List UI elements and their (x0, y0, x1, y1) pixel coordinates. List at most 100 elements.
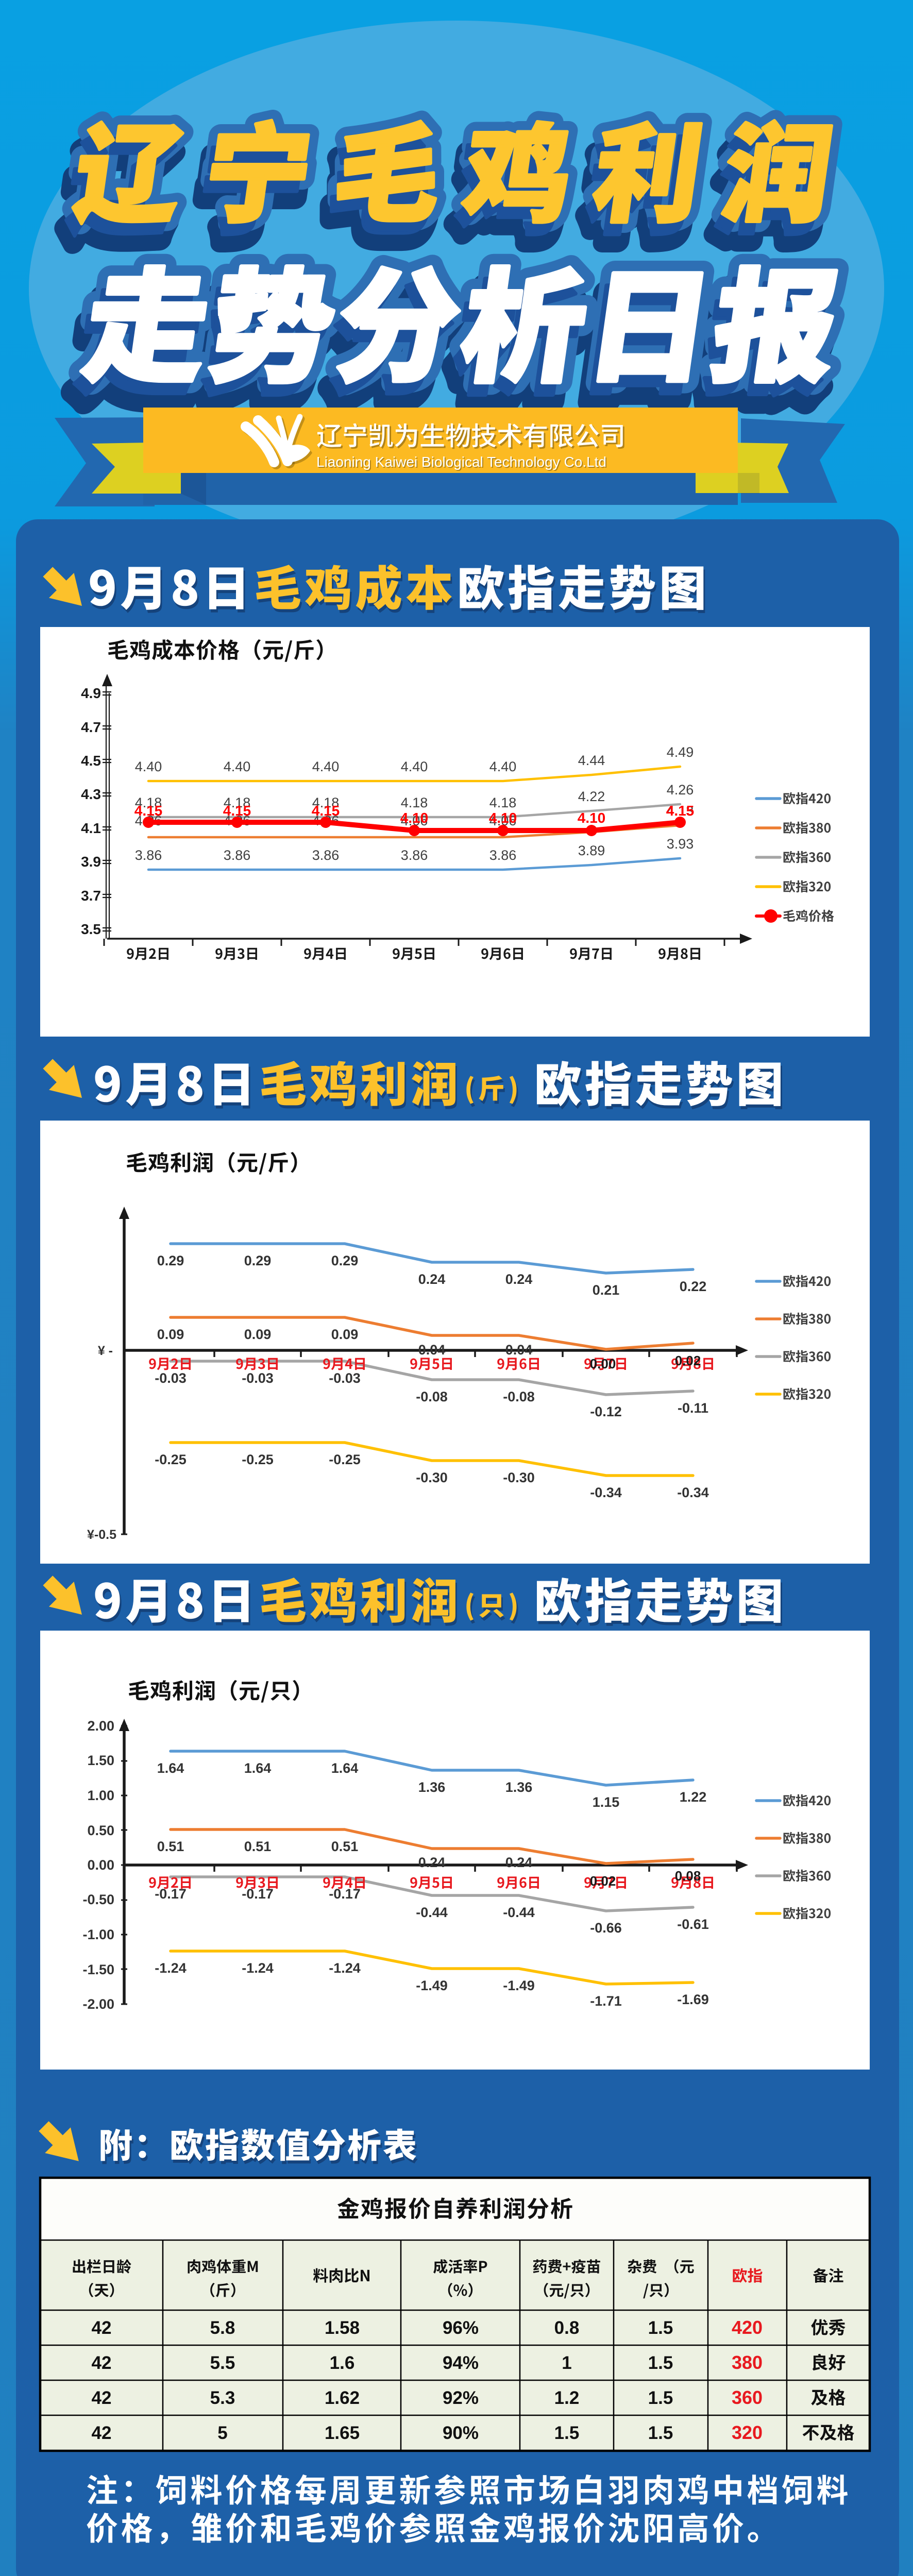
svg-text:4.18: 4.18 (401, 795, 428, 810)
svg-text:4.13: 4.13 (667, 803, 694, 819)
svg-text:4.26: 4.26 (667, 782, 694, 798)
svg-text:4.40: 4.40 (312, 759, 340, 774)
svg-text:4.1: 4.1 (81, 820, 101, 836)
svg-text:1.65: 1.65 (325, 2423, 360, 2443)
svg-text:0.51: 0.51 (331, 1839, 359, 1854)
svg-text:1.22: 1.22 (680, 1789, 707, 1805)
svg-text:0.51: 0.51 (157, 1839, 184, 1854)
svg-text:-0.08: -0.08 (416, 1389, 448, 1404)
svg-text:1.36: 1.36 (418, 1780, 446, 1795)
svg-text:3.5: 3.5 (81, 921, 101, 937)
svg-text:4.40: 4.40 (224, 759, 251, 774)
svg-text:5.3: 5.3 (210, 2388, 235, 2408)
svg-text:92%: 92% (443, 2388, 479, 2408)
svg-text:0.00: 0.00 (87, 1857, 114, 1873)
svg-text:-0.25: -0.25 (242, 1452, 274, 1467)
svg-text:-0.30: -0.30 (503, 1470, 535, 1485)
svg-text:0.08: 0.08 (675, 1868, 701, 1884)
svg-text:-1.50: -1.50 (82, 1962, 114, 1977)
svg-text:1.5: 1.5 (554, 2423, 580, 2443)
svg-text:380: 380 (732, 2352, 763, 2373)
svg-text:360: 360 (732, 2387, 763, 2408)
svg-text:3.7: 3.7 (81, 888, 101, 904)
svg-text:-0.08: -0.08 (503, 1389, 535, 1404)
svg-text:Liaoning Kaiwei Biological Tec: Liaoning Kaiwei Biological Technology Co… (317, 455, 607, 471)
svg-text:0.50: 0.50 (87, 1823, 114, 1838)
svg-text:4.18: 4.18 (312, 795, 340, 810)
svg-text:42: 42 (92, 2318, 112, 2338)
svg-text:0.24: 0.24 (418, 1855, 446, 1870)
svg-text:42: 42 (92, 2423, 112, 2443)
svg-text:1.15: 1.15 (593, 1794, 620, 1810)
svg-text:3.89: 3.89 (578, 843, 605, 858)
svg-text:1.64: 1.64 (331, 1760, 359, 1776)
svg-text:0.8: 0.8 (554, 2318, 580, 2338)
svg-text:0.09: 0.09 (331, 1327, 359, 1342)
svg-text:1.5: 1.5 (648, 2423, 673, 2443)
svg-text:0.02: 0.02 (590, 1873, 616, 1889)
svg-text:1.5: 1.5 (648, 2388, 673, 2408)
svg-text:4.49: 4.49 (667, 744, 694, 760)
svg-text:4.40: 4.40 (135, 759, 162, 774)
svg-text:4.44: 4.44 (578, 753, 605, 768)
svg-text:1.64: 1.64 (157, 1760, 184, 1776)
svg-text:4.15: 4.15 (134, 803, 163, 819)
svg-text:-1.24: -1.24 (242, 1960, 274, 1976)
svg-text:1.2: 1.2 (554, 2388, 580, 2408)
svg-text:0.29: 0.29 (244, 1253, 272, 1268)
svg-text:0.04: 0.04 (418, 1342, 446, 1358)
svg-text:-0.34: -0.34 (590, 1485, 622, 1500)
svg-text:-1.69: -1.69 (677, 1992, 709, 2007)
svg-text:4.18: 4.18 (135, 795, 162, 810)
svg-text:-0.44: -0.44 (416, 1905, 448, 1920)
svg-text:4.15: 4.15 (223, 803, 251, 819)
svg-text:5.5: 5.5 (210, 2353, 235, 2373)
svg-text:3.86: 3.86 (135, 848, 162, 863)
svg-text:1.36: 1.36 (505, 1780, 533, 1795)
svg-text:420: 420 (732, 2317, 763, 2338)
svg-text:4.18: 4.18 (489, 795, 517, 810)
svg-text:0.24: 0.24 (505, 1272, 533, 1287)
svg-text:0.22: 0.22 (680, 1279, 707, 1294)
svg-text:0.51: 0.51 (244, 1839, 272, 1854)
svg-text:4.7: 4.7 (81, 719, 101, 735)
svg-text:-0.12: -0.12 (590, 1404, 622, 1419)
svg-text:90%: 90% (443, 2423, 479, 2443)
svg-text:4.18: 4.18 (224, 795, 251, 810)
svg-text:3.93: 3.93 (667, 836, 694, 852)
svg-text:1.50: 1.50 (87, 1753, 114, 1768)
svg-text:2.00: 2.00 (87, 1718, 114, 1734)
svg-text:1.62: 1.62 (325, 2388, 360, 2408)
svg-text:0.29: 0.29 (157, 1253, 184, 1268)
svg-text:0.29: 0.29 (331, 1253, 359, 1268)
svg-text:0.04: 0.04 (505, 1342, 533, 1358)
svg-text:-0.03: -0.03 (155, 1370, 187, 1386)
svg-text:-0.25: -0.25 (155, 1452, 187, 1467)
svg-text:4.9: 4.9 (81, 685, 101, 701)
svg-text:-0.34: -0.34 (677, 1485, 709, 1500)
svg-text:-1.24: -1.24 (329, 1960, 361, 1976)
svg-text:0.00: 0.00 (590, 1356, 616, 1371)
svg-text:1.64: 1.64 (244, 1760, 272, 1776)
svg-text:0.24: 0.24 (418, 1272, 446, 1287)
svg-text:96%: 96% (443, 2318, 479, 2338)
svg-text:-0.50: -0.50 (82, 1892, 114, 1907)
svg-text:0.21: 0.21 (593, 1282, 620, 1298)
svg-text:-0.25: -0.25 (329, 1452, 361, 1467)
svg-text:-0.03: -0.03 (242, 1370, 274, 1386)
svg-text:4.5: 4.5 (81, 753, 101, 769)
svg-text:4.40: 4.40 (489, 759, 517, 774)
svg-text:94%: 94% (443, 2353, 479, 2373)
svg-text:4.10: 4.10 (578, 810, 606, 826)
svg-text:1: 1 (562, 2353, 571, 2373)
svg-text:0.24: 0.24 (505, 1855, 533, 1870)
svg-text:4.10: 4.10 (489, 810, 517, 826)
svg-text:4.3: 4.3 (81, 786, 101, 802)
svg-text:1.5: 1.5 (648, 2318, 673, 2338)
svg-text:3.86: 3.86 (489, 848, 517, 863)
svg-text:1.5: 1.5 (648, 2353, 673, 2373)
svg-text:-0.11: -0.11 (678, 1400, 708, 1416)
svg-text:-0.66: -0.66 (590, 1920, 622, 1936)
svg-text:-0.44: -0.44 (503, 1905, 535, 1920)
svg-text:4.15: 4.15 (312, 803, 340, 819)
